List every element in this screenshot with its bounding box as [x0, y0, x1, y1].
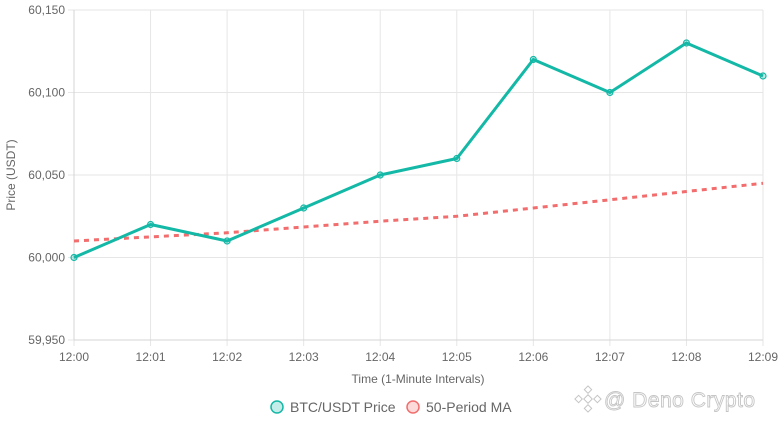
x-axis-ticks: 12:00 12:01 12:02 12:03 12:04 12:05 12:06 12:07… — [59, 340, 778, 364]
legend-marker-btc-usdt-price — [270, 400, 284, 414]
x-tick-label: 12:00 — [59, 350, 89, 364]
y-tick-label: 59,950 — [28, 333, 65, 347]
data-point-btc-usdt-price — [300, 204, 308, 212]
series-line-btc-usdt-price — [73, 41, 764, 259]
x-tick-label: 12:06 — [518, 350, 548, 364]
y-axis-ticks: 59,950 60,000 60,050 60,100 60,150 — [28, 3, 74, 347]
data-point-btc-usdt-price — [223, 237, 231, 245]
x-tick-label: 12:08 — [671, 350, 701, 364]
data-point-btc-usdt-price — [759, 72, 767, 80]
binance-logo-icon — [574, 385, 602, 413]
x-tick-label: 12:01 — [136, 350, 166, 364]
data-point-btc-usdt-price — [453, 154, 461, 163]
legend-label-50-period-ma: 50-Period MA — [426, 399, 512, 415]
data-point-btc-usdt-price — [682, 39, 691, 47]
series-line-50-period-ma — [73, 181, 764, 243]
watermark-text: @ Deno Crypto — [604, 389, 756, 412]
data-point-btc-usdt-price — [146, 220, 155, 229]
y-axis-title: Price (USDT) — [4, 139, 18, 210]
y-tick-label: 60,150 — [28, 3, 65, 17]
x-tick-label: 12:05 — [442, 350, 472, 364]
y-tick-label: 60,000 — [28, 251, 65, 265]
y-tick-label: 60,100 — [28, 86, 65, 100]
x-tick-label: 12:02 — [212, 350, 242, 364]
x-tick-label: 12:03 — [289, 350, 319, 364]
data-point-btc-usdt-price — [70, 253, 78, 262]
legend-marker-50-period-ma — [406, 400, 420, 414]
x-tick-label: 12:04 — [365, 350, 395, 364]
data-point-btc-usdt-price — [376, 171, 384, 179]
x-tick-label: 12:07 — [595, 350, 625, 364]
legend-label-btc-usdt-price: BTC/USDT Price — [290, 399, 396, 415]
x-axis-title: Time (1-Minute Intervals) — [352, 372, 485, 386]
y-tick-label: 60,050 — [28, 168, 65, 182]
data-point-btc-usdt-price — [606, 88, 614, 97]
series-layer — [70, 39, 767, 262]
data-point-btc-usdt-price — [529, 55, 537, 64]
x-tick-label: 12:09 — [748, 350, 778, 364]
watermark: @ Deno Crypto — [574, 385, 756, 413]
legend: BTC/USDT Price 50-Period MA — [270, 399, 512, 415]
